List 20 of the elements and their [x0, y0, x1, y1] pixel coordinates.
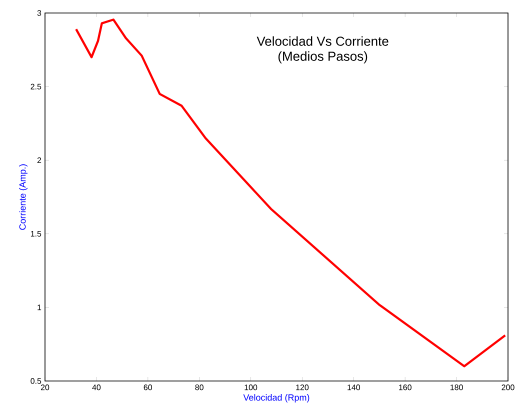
- x-tick-label: 20: [40, 384, 50, 390]
- y-axis-title: Corriente (Amp.): [19, 164, 28, 230]
- x-axis-title: Velocidad (Rpm): [243, 394, 310, 402]
- y-tick-label: 3: [37, 10, 42, 16]
- x-tick-label: 120: [296, 384, 309, 390]
- line-series: [75, 18, 506, 368]
- y-tick-label: 1: [38, 304, 42, 310]
- y-tick-label: 2: [37, 157, 42, 163]
- y-tick-label: 1.5: [30, 231, 42, 237]
- x-tick-label: 140: [348, 384, 360, 390]
- x-tick-label: 160: [399, 384, 412, 390]
- text: Velocidad Vs Corriente (Medios Pasos): [256, 36, 388, 64]
- y-tick-label: 2.5: [30, 84, 42, 90]
- x-tick-label: 40: [92, 384, 101, 390]
- x-tick-label: 200: [502, 384, 514, 390]
- y-tick-label: 0.5: [30, 378, 42, 384]
- x-tick-label: 80: [195, 384, 204, 390]
- x-tick-label: 180: [450, 384, 463, 390]
- x-tick-label: 100: [244, 384, 258, 390]
- x-tick-label: 60: [144, 384, 152, 390]
